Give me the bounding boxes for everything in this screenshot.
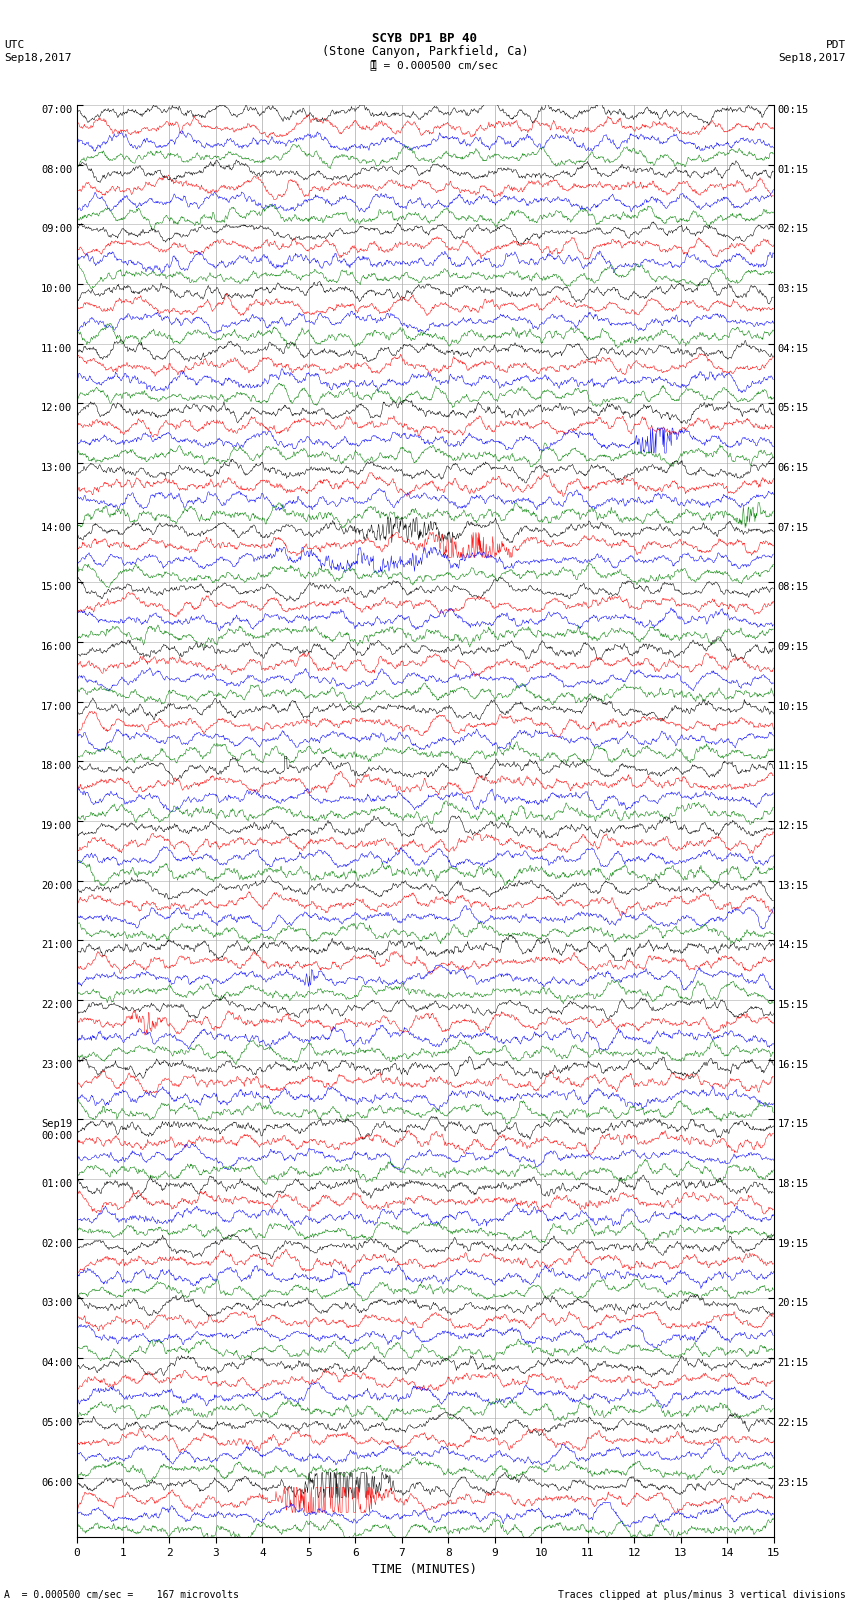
Text: UTC: UTC: [4, 40, 25, 50]
Text: I: I: [370, 58, 377, 73]
Text: SCYB DP1 BP 40: SCYB DP1 BP 40: [372, 32, 478, 45]
Text: Sep18,2017: Sep18,2017: [779, 53, 846, 63]
Text: ⎯ = 0.000500 cm/sec: ⎯ = 0.000500 cm/sec: [370, 60, 498, 69]
Text: Sep18,2017: Sep18,2017: [4, 53, 71, 63]
Text: Traces clipped at plus/minus 3 vertical divisions: Traces clipped at plus/minus 3 vertical …: [558, 1590, 846, 1600]
Text: A  = 0.000500 cm/sec =    167 microvolts: A = 0.000500 cm/sec = 167 microvolts: [4, 1590, 239, 1600]
X-axis label: TIME (MINUTES): TIME (MINUTES): [372, 1563, 478, 1576]
Text: PDT: PDT: [825, 40, 846, 50]
Text: (Stone Canyon, Parkfield, Ca): (Stone Canyon, Parkfield, Ca): [321, 45, 529, 58]
